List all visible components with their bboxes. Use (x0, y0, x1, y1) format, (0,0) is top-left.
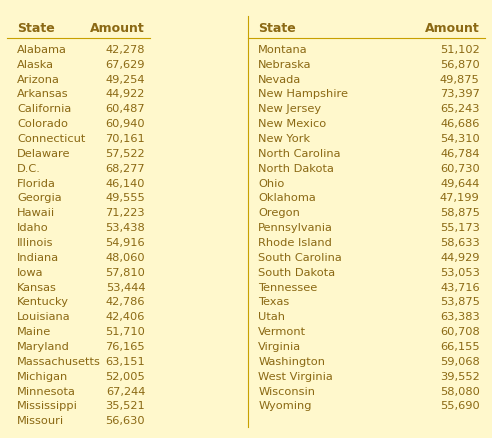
Text: 52,005: 52,005 (105, 371, 145, 381)
Text: 55,173: 55,173 (440, 223, 480, 233)
Text: Indiana: Indiana (17, 252, 60, 262)
Text: Louisiana: Louisiana (17, 311, 71, 321)
Text: 46,784: 46,784 (440, 148, 480, 159)
Text: 46,140: 46,140 (106, 178, 145, 188)
Text: Montana: Montana (258, 45, 308, 55)
Text: State: State (17, 22, 55, 35)
Text: 59,068: 59,068 (440, 356, 480, 366)
Text: 56,630: 56,630 (105, 415, 145, 425)
Text: Rhode Island: Rhode Island (258, 237, 332, 247)
Text: 57,522: 57,522 (105, 148, 145, 159)
Text: Tennessee: Tennessee (258, 282, 317, 292)
Text: Colorado: Colorado (17, 119, 68, 129)
Text: Amount: Amount (91, 22, 145, 35)
Text: New Jersey: New Jersey (258, 104, 321, 114)
Text: 58,080: 58,080 (440, 386, 480, 396)
Text: Missouri: Missouri (17, 415, 64, 425)
Text: Mississippi: Mississippi (17, 401, 78, 410)
Text: Oklahoma: Oklahoma (258, 193, 316, 203)
Text: Nebraska: Nebraska (258, 60, 312, 70)
Text: Texas: Texas (258, 297, 290, 307)
Text: 43,716: 43,716 (440, 282, 480, 292)
Text: 35,521: 35,521 (105, 401, 145, 410)
Text: Maryland: Maryland (17, 341, 70, 351)
Text: North Dakota: North Dakota (258, 163, 334, 173)
Text: 71,223: 71,223 (105, 208, 145, 218)
Text: 67,629: 67,629 (106, 60, 145, 70)
Text: Florida: Florida (17, 178, 56, 188)
Text: 54,916: 54,916 (105, 237, 145, 247)
Text: 73,397: 73,397 (440, 89, 480, 99)
Text: New York: New York (258, 134, 310, 144)
Text: 76,165: 76,165 (105, 341, 145, 351)
Text: Idaho: Idaho (17, 223, 49, 233)
Text: Utah: Utah (258, 311, 285, 321)
Text: Delaware: Delaware (17, 148, 71, 159)
Text: South Carolina: South Carolina (258, 252, 342, 262)
Text: 42,278: 42,278 (106, 45, 145, 55)
Text: 51,710: 51,710 (105, 326, 145, 336)
Text: 53,444: 53,444 (106, 282, 145, 292)
Text: 48,060: 48,060 (105, 252, 145, 262)
Text: 60,487: 60,487 (105, 104, 145, 114)
Text: 42,786: 42,786 (106, 297, 145, 307)
Text: 54,310: 54,310 (440, 134, 480, 144)
Text: Kansas: Kansas (17, 282, 57, 292)
Text: 42,406: 42,406 (106, 311, 145, 321)
Text: Arizona: Arizona (17, 74, 60, 84)
Text: North Carolina: North Carolina (258, 148, 341, 159)
Text: Massachusetts: Massachusetts (17, 356, 101, 366)
Text: Ohio: Ohio (258, 178, 285, 188)
Text: California: California (17, 104, 71, 114)
Text: 53,438: 53,438 (105, 223, 145, 233)
Text: Illinois: Illinois (17, 237, 54, 247)
Text: Washington: Washington (258, 356, 325, 366)
Text: New Hampshire: New Hampshire (258, 89, 348, 99)
Text: 49,875: 49,875 (440, 74, 480, 84)
Text: 63,151: 63,151 (105, 356, 145, 366)
Text: Alabama: Alabama (17, 45, 67, 55)
Text: 44,922: 44,922 (106, 89, 145, 99)
Text: Virginia: Virginia (258, 341, 302, 351)
Text: Connecticut: Connecticut (17, 134, 86, 144)
Text: New Mexico: New Mexico (258, 119, 327, 129)
Text: 55,690: 55,690 (440, 401, 480, 410)
Text: 56,870: 56,870 (440, 60, 480, 70)
Text: Oregon: Oregon (258, 208, 300, 218)
Text: 63,383: 63,383 (440, 311, 480, 321)
Text: 44,929: 44,929 (440, 252, 480, 262)
Text: 51,102: 51,102 (440, 45, 480, 55)
Text: Kentucky: Kentucky (17, 297, 69, 307)
Text: 66,155: 66,155 (440, 341, 480, 351)
Text: Georgia: Georgia (17, 193, 62, 203)
Text: Wyoming: Wyoming (258, 401, 312, 410)
Text: 58,875: 58,875 (440, 208, 480, 218)
Text: 70,161: 70,161 (105, 134, 145, 144)
Text: Hawaii: Hawaii (17, 208, 55, 218)
Text: D.C.: D.C. (17, 163, 41, 173)
Text: Wisconsin: Wisconsin (258, 386, 315, 396)
Text: State: State (258, 22, 296, 35)
Text: 49,555: 49,555 (105, 193, 145, 203)
Text: Amount: Amount (425, 22, 480, 35)
Text: 46,686: 46,686 (440, 119, 480, 129)
Text: 53,053: 53,053 (440, 267, 480, 277)
Text: 58,633: 58,633 (440, 237, 480, 247)
Text: Michigan: Michigan (17, 371, 68, 381)
Text: Arkansas: Arkansas (17, 89, 69, 99)
Text: Nevada: Nevada (258, 74, 302, 84)
Text: 57,810: 57,810 (105, 267, 145, 277)
Text: Pennsylvania: Pennsylvania (258, 223, 333, 233)
Text: 68,277: 68,277 (105, 163, 145, 173)
Text: West Virginia: West Virginia (258, 371, 333, 381)
Text: Alaska: Alaska (17, 60, 54, 70)
Text: Minnesota: Minnesota (17, 386, 76, 396)
Text: 60,730: 60,730 (440, 163, 480, 173)
Text: 53,875: 53,875 (440, 297, 480, 307)
Text: Iowa: Iowa (17, 267, 44, 277)
Text: Maine: Maine (17, 326, 52, 336)
Text: 67,244: 67,244 (106, 386, 145, 396)
Text: 65,243: 65,243 (440, 104, 480, 114)
Text: 49,644: 49,644 (440, 178, 480, 188)
